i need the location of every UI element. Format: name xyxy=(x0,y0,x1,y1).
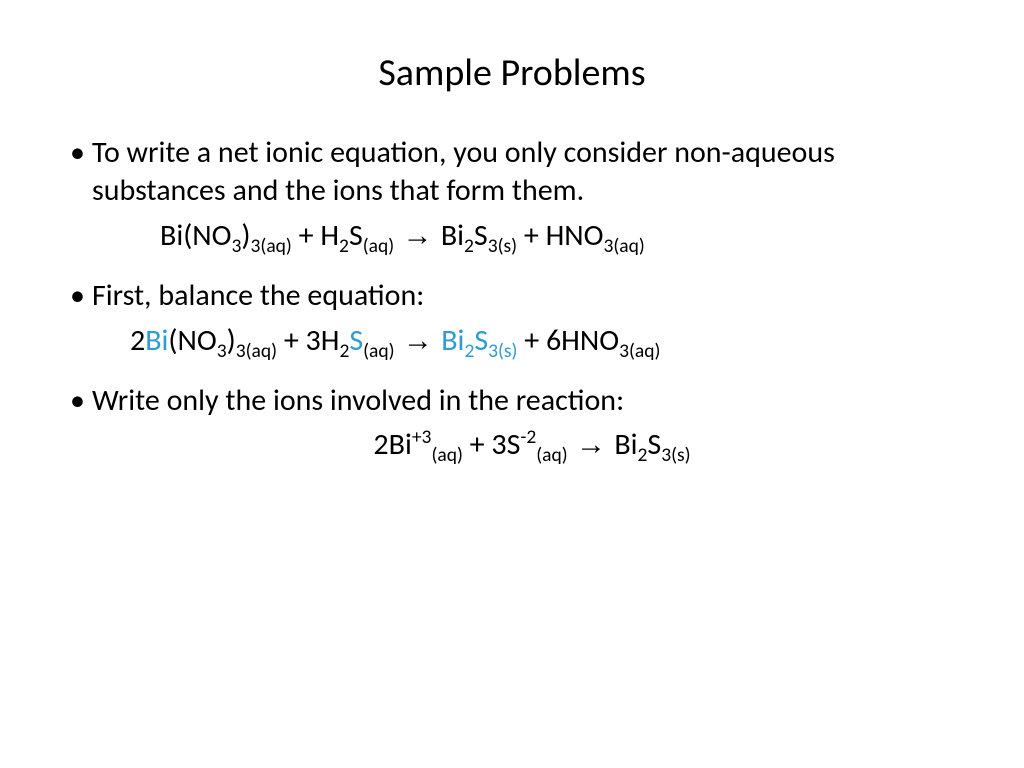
equation-2: 2Bi(NO3)3(aq) + 3H2S(aq) → Bi2S3(s) + 6H… xyxy=(70,322,954,360)
eq2-r1-hl: Bi xyxy=(145,322,168,359)
eq3-sub3: 2 xyxy=(638,443,648,467)
eq1-plus1: + xyxy=(292,217,321,254)
eq2-r1-s2: 3(aq) xyxy=(236,339,277,363)
eq1-r1-p: ) xyxy=(241,217,250,254)
eq3-sub4: 3(s) xyxy=(661,443,690,467)
slide: Sample Problems To write a net ionic equ… xyxy=(0,0,1024,768)
eq3-sub2: (aq) xyxy=(536,443,567,467)
eq3-t1: 2Bi xyxy=(373,426,411,463)
eq3-arrow: → xyxy=(568,428,615,461)
eq1-r1-s1: 3 xyxy=(232,234,242,258)
eq2-p1-hl1: Bi xyxy=(441,322,464,359)
eq2-plus2: + 6HNO xyxy=(517,322,619,359)
eq2-r1-p: ) xyxy=(227,322,236,359)
eq3-t2: + 3S xyxy=(463,426,521,463)
eq2-p2-s1: 3(aq) xyxy=(619,339,660,363)
eq1-r2-s1: 2 xyxy=(339,234,349,258)
eq3-sup2: -2 xyxy=(520,425,536,449)
eq1-arrow: → xyxy=(394,219,441,252)
bullet-2: First, balance the equation: xyxy=(70,277,954,315)
bullet-1: To write a net ionic equation, you only … xyxy=(70,134,954,211)
eq2-arrow: → xyxy=(395,324,442,357)
eq1-r1-s2: 3(aq) xyxy=(251,234,292,258)
eq3-sub1: (aq) xyxy=(431,443,462,467)
bullet-2-text: First, balance the equation: xyxy=(92,277,424,314)
eq2-p1-s2: 3(s) xyxy=(488,339,517,363)
eq1-r2-s2: (aq) xyxy=(363,234,394,258)
eq1-r2-a: H xyxy=(320,217,339,254)
slide-title: Sample Problems xyxy=(70,50,954,96)
eq1-p1-s2: 3(s) xyxy=(488,234,517,258)
eq2-c1: 2 xyxy=(130,322,145,359)
equation-3: 2Bi+3(aq) + 3S-2(aq) → Bi2S3(s) xyxy=(70,426,954,464)
bullet-1-text: To write a net ionic equation, you only … xyxy=(92,134,835,209)
eq1-r1-a: Bi(NO xyxy=(160,217,232,254)
eq1-p2-a: HNO xyxy=(546,217,604,254)
eq2-r1-s1: 3 xyxy=(217,339,227,363)
eq2-p1-s1: 2 xyxy=(464,339,474,363)
eq1-p1-b: S xyxy=(474,217,488,254)
bullet-3-text: Write only the ions involved in the reac… xyxy=(92,382,624,419)
eq2-plus1: + 3H xyxy=(277,322,339,359)
eq2-r2-hl: S xyxy=(349,322,363,359)
equation-1: Bi(NO3)3(aq) + H2S(aq) → Bi2S3(s) + HNO3… xyxy=(70,217,954,255)
eq1-plus2: + xyxy=(517,217,546,254)
eq1-r2-b: S xyxy=(349,217,363,254)
eq1-p1-s1: 2 xyxy=(464,234,474,258)
eq2-r2-s1: 2 xyxy=(339,339,349,363)
bullet-3: Write only the ions involved in the reac… xyxy=(70,382,954,420)
eq3-t3: Bi xyxy=(614,426,637,463)
eq2-r1-a: (NO xyxy=(168,322,216,359)
eq1-p2-s1: 3(aq) xyxy=(604,234,645,258)
slide-body: To write a net ionic equation, you only … xyxy=(70,134,954,465)
eq3-sup1: +3 xyxy=(412,425,432,449)
eq2-r2-s2: (aq) xyxy=(363,339,394,363)
eq3-t4: S xyxy=(647,426,661,463)
eq1-p1-a: Bi xyxy=(441,217,464,254)
eq2-p1-hl2: S xyxy=(474,322,488,359)
